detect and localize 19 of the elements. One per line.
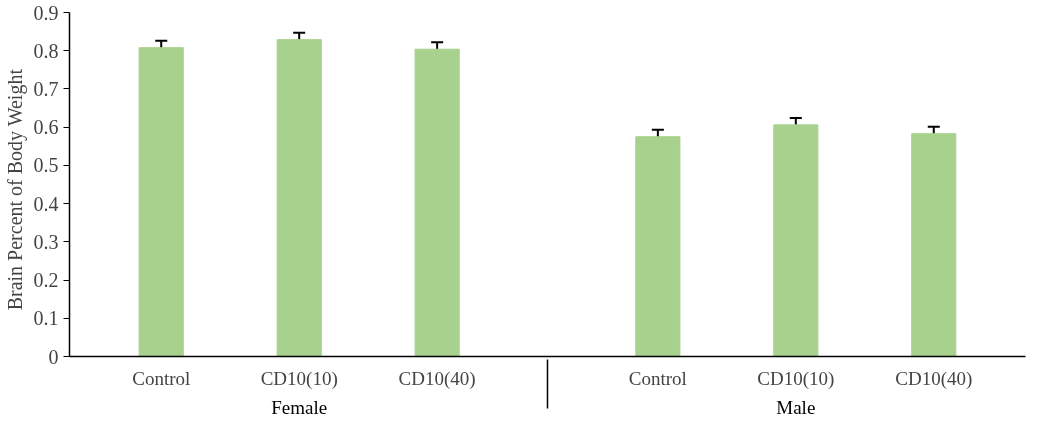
y-tick-label: 0: [48, 345, 59, 368]
y-tick-label: 0.3: [33, 230, 59, 253]
y-tick-label: 0.8: [33, 39, 59, 62]
x-tick-label: Control: [628, 367, 687, 389]
y-tick-label: 0.6: [33, 116, 59, 139]
x-tick-label: CD10(10): [260, 367, 338, 390]
y-tick-label: 0.1: [33, 307, 59, 330]
y-tick-label: 0.2: [33, 269, 59, 292]
text: Male: [776, 396, 816, 418]
y-tick-label: 0.7: [33, 77, 59, 100]
y-axis-title: Brain Percent of Body Weight: [3, 68, 27, 311]
x-tick-label: CD10(40): [398, 367, 476, 390]
y-tick-label: 0.5: [33, 154, 59, 177]
x-tick-label: Control: [132, 367, 191, 389]
y-tick-label: 0.9: [33, 1, 59, 24]
y-tick-label: 0.4: [33, 192, 59, 215]
text: Female: [271, 396, 328, 418]
x-tick-label: CD10(10): [757, 367, 835, 390]
x-tick-label: CD10(40): [895, 367, 973, 390]
